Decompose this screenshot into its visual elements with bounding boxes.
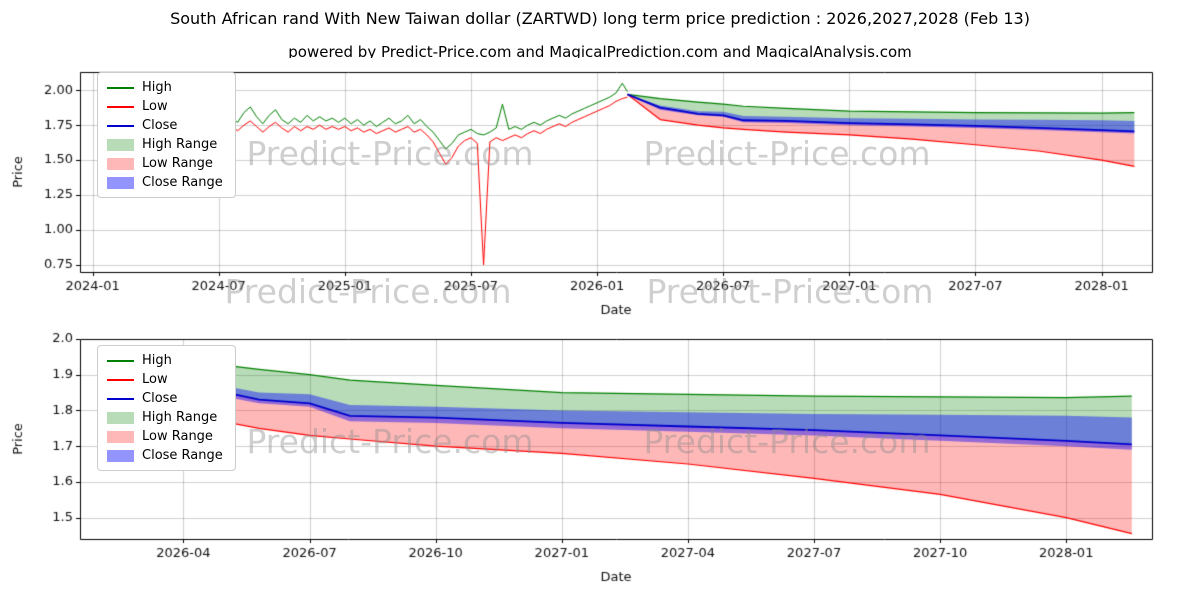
legend-item-high: High bbox=[107, 80, 223, 95]
legend-label: Low bbox=[142, 372, 168, 387]
chart-title: South African rand With New Taiwan dolla… bbox=[170, 9, 1030, 28]
legend-item-close: Close bbox=[107, 118, 223, 133]
legend-item-high-range: High Range bbox=[107, 410, 223, 425]
legend-line-swatch bbox=[107, 359, 134, 362]
legend-item-close: Close bbox=[107, 391, 223, 406]
legend-band-swatch bbox=[107, 430, 134, 443]
legend-item-low: Low bbox=[107, 372, 223, 387]
legend-label: Low Range bbox=[142, 429, 213, 444]
legend-item-low-range: Low Range bbox=[107, 429, 223, 444]
legend-item-high-range: High Range bbox=[107, 137, 223, 152]
legend-line-swatch bbox=[107, 86, 134, 89]
legend-line-swatch bbox=[107, 378, 134, 381]
top-chart-legend: High Low Close High Range Low Range Close Ran… bbox=[97, 72, 236, 198]
legend-band-swatch bbox=[107, 411, 134, 424]
legend-item-close-range: Close Range bbox=[107, 175, 223, 190]
legend-band-swatch bbox=[107, 157, 134, 170]
legend-label: High Range bbox=[142, 410, 218, 425]
legend-label: Close bbox=[142, 391, 178, 406]
legend-label: Low bbox=[142, 99, 168, 114]
legend-line-swatch bbox=[107, 124, 134, 127]
chart-subtitle: powered by Predict-Price.com and Magical… bbox=[288, 43, 912, 61]
legend-label: Low Range bbox=[142, 156, 213, 171]
legend-band-swatch bbox=[107, 176, 134, 189]
legend-item-high: High bbox=[107, 353, 223, 368]
legend-label: High bbox=[142, 353, 172, 368]
legend-item-close-range: Close Range bbox=[107, 448, 223, 463]
legend-item-low: Low bbox=[107, 99, 223, 114]
legend-label: Close Range bbox=[142, 448, 223, 463]
bottom-chart-legend: High Low Close High Range Low Range Close Ran… bbox=[97, 345, 236, 471]
legend-line-swatch bbox=[107, 105, 134, 108]
legend-label: Close Range bbox=[142, 175, 223, 190]
legend-item-low-range: Low Range bbox=[107, 156, 223, 171]
legend-band-swatch bbox=[107, 138, 134, 151]
legend-line-swatch bbox=[107, 397, 134, 400]
legend-label: High bbox=[142, 80, 172, 95]
legend-label: High Range bbox=[142, 137, 218, 152]
legend-band-swatch bbox=[107, 449, 134, 462]
legend-label: Close bbox=[142, 118, 178, 133]
